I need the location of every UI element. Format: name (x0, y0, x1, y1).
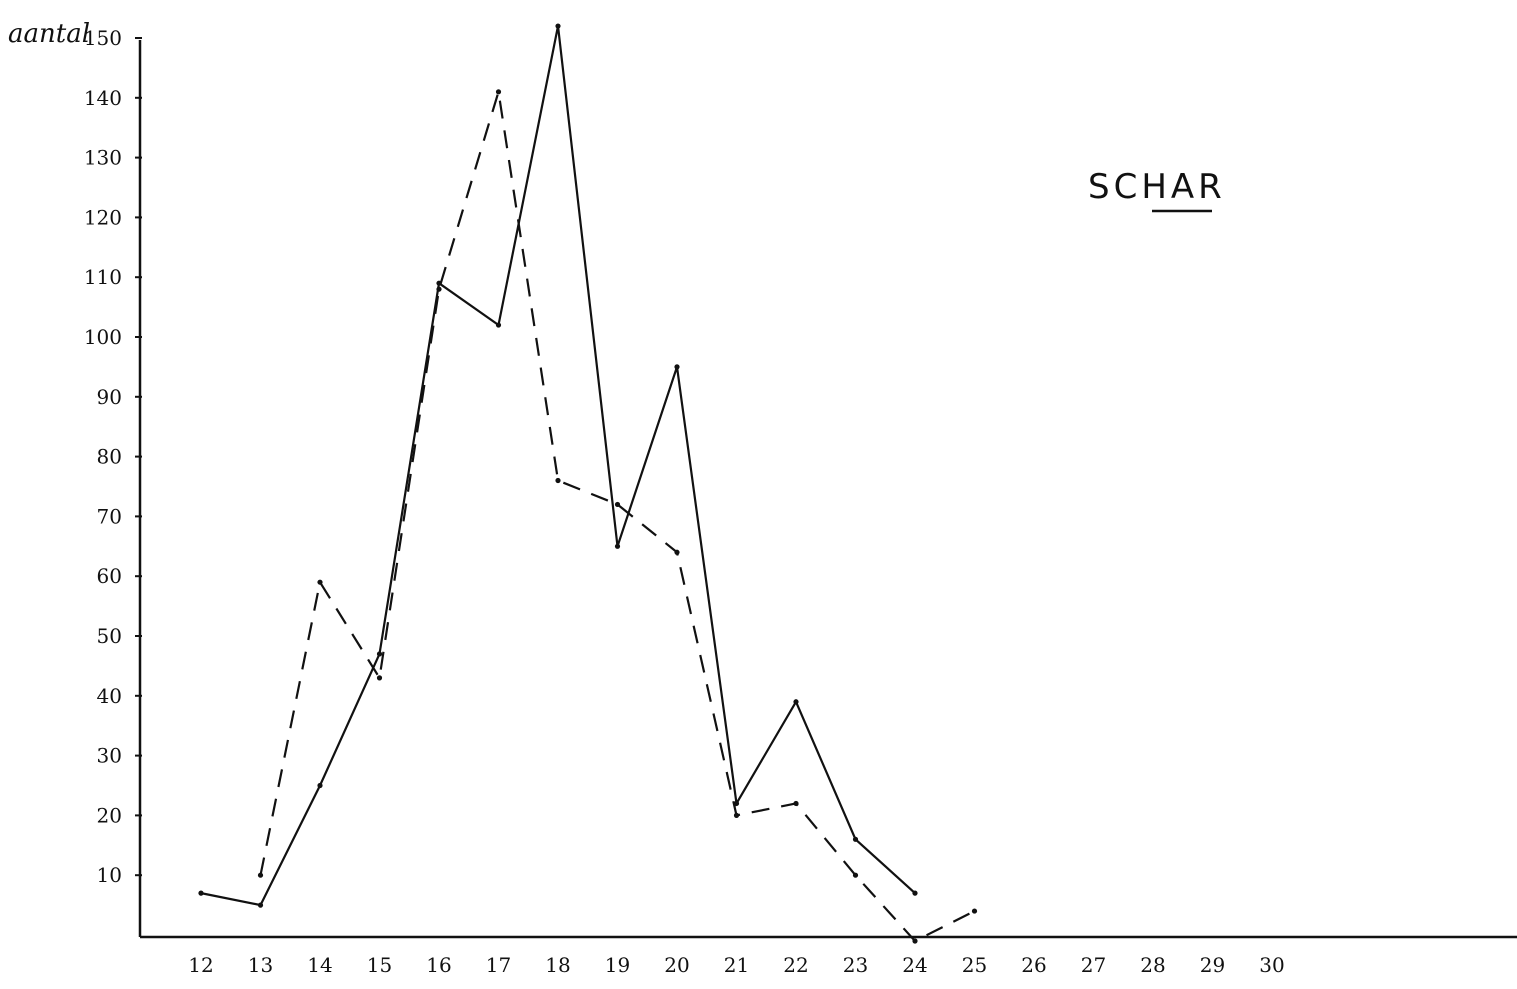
y-tick-label: 140 (84, 86, 122, 110)
data-point (852, 836, 859, 842)
x-tick-label: 26 (1021, 953, 1046, 977)
data-point (198, 890, 204, 896)
y-tick-label: 10 (97, 863, 122, 887)
data-point (912, 890, 918, 896)
data-point (852, 872, 859, 878)
x-tick-label: 22 (783, 953, 808, 977)
y-tick-label: 130 (84, 146, 122, 170)
y-tick-label: 100 (84, 325, 122, 349)
x-tick-label: 20 (664, 953, 689, 977)
x-tick-label: 12 (188, 953, 213, 977)
y-tick-label: 120 (84, 205, 122, 229)
y-tick-label: 70 (97, 504, 122, 528)
x-tick-label: 25 (962, 953, 987, 977)
data-point (614, 543, 621, 549)
x-tick-label: 29 (1200, 953, 1225, 977)
data-point (674, 549, 680, 555)
data-point (674, 364, 680, 370)
y-tick-label: 20 (97, 803, 122, 827)
data-point (495, 322, 502, 328)
y-tick-label: 80 (97, 445, 122, 469)
x-tick-label: 21 (724, 953, 749, 977)
y-axis-label: aantal (8, 19, 90, 49)
data-point (912, 938, 918, 944)
x-tick-label: 28 (1140, 953, 1165, 977)
data-point (555, 477, 561, 484)
y-tick-label: 50 (97, 624, 122, 648)
y-ticks: 10 20 30 40 50 60 70 80 90 100 110 120 130 140 150 (84, 26, 142, 887)
axes (138, 40, 1517, 939)
data-point (376, 651, 383, 657)
y-tick-label: 90 (97, 385, 122, 409)
x-tick-label: 13 (248, 953, 273, 977)
series-line-1 (200, 25, 916, 907)
data-point (971, 908, 978, 914)
y-tick-label: 40 (97, 684, 122, 708)
x-tick-label: 14 (307, 953, 332, 977)
data-point (733, 812, 740, 819)
x-tick-label: 19 (605, 953, 630, 977)
data-point (614, 501, 621, 508)
x-tick-label: 27 (1081, 953, 1106, 977)
data-point (376, 675, 383, 681)
data-point (317, 579, 323, 585)
series-group (198, 23, 978, 944)
x-ticks: 12 13 14 15 16 17 18 19 20 21 22 23 24 25 26 27 28 29 30 (188, 953, 1284, 977)
x-tick-label: 17 (486, 953, 511, 977)
data-point (793, 699, 799, 705)
x-tick-label: 16 (426, 953, 451, 977)
y-tick-label: 60 (97, 564, 122, 588)
data-point (257, 872, 264, 878)
data-point (495, 89, 502, 95)
x-tick-label: 24 (902, 953, 927, 977)
data-point (436, 286, 442, 292)
data-point (793, 800, 799, 807)
chart-title: SCHAR (1088, 167, 1226, 207)
x-tick-label: 30 (1259, 953, 1284, 977)
y-tick-label: 150 (84, 26, 122, 50)
series-line-2 (259, 91, 975, 943)
y-tick-label: 110 (84, 265, 122, 289)
data-point (317, 782, 323, 789)
x-tick-label: 18 (545, 953, 570, 977)
x-tick-label: 15 (367, 953, 392, 977)
data-point (555, 23, 561, 29)
y-tick-label: 30 (97, 744, 122, 768)
data-point (257, 902, 264, 908)
x-tick-label: 23 (843, 953, 868, 977)
